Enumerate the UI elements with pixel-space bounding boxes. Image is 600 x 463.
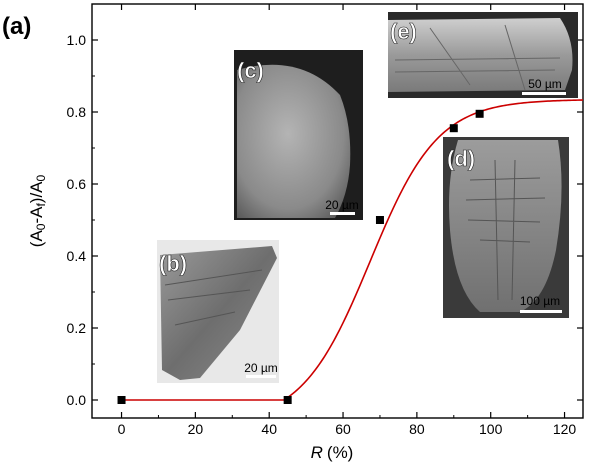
y-tick-label: 0.0 [67, 392, 87, 408]
figure-label: (a) [2, 13, 31, 40]
y-tick-label: 0.2 [67, 320, 87, 336]
data-point [475, 109, 484, 118]
y-label-part-3: )/A [27, 181, 46, 203]
axis-ticks [92, 4, 583, 418]
inset-b-scale-bar [246, 375, 276, 378]
plot-frame [91, 3, 584, 419]
inset-d-label: (d) [447, 146, 475, 171]
inset-b-specimen [160, 246, 277, 380]
data-point [449, 124, 458, 133]
inset-e-specimen [388, 18, 573, 92]
y-tick-label: 1.0 [67, 32, 87, 48]
inset-c-scale-label: 20 µm [325, 198, 359, 212]
inset-b-scale-label: 20 µm [244, 361, 278, 375]
x-axis-label-var: R [311, 443, 323, 462]
x-axis-label: R (%) [311, 443, 354, 462]
inset-b-texture [164, 269, 263, 326]
inset-c-specimen [237, 64, 351, 218]
x-tick-label: 0 [118, 421, 126, 437]
y-axis-label: (A0-Af)/A0 [27, 174, 48, 247]
x-axis-label-unit: (%) [327, 443, 353, 462]
x-tick-label: 40 [261, 421, 277, 437]
inset-d-scale-bar [520, 310, 562, 313]
data-point [375, 216, 384, 224]
inset-c-scale-bar [330, 212, 355, 215]
inset-e-scale-label: 50 µm [528, 77, 562, 91]
axis-tick-labels: 0 20 40 60 80 100 120 0.0 0.2 0.4 0.6 0.8 1.0 [67, 32, 577, 437]
inset-d-texture [465, 159, 546, 301]
y-label-sub-2: f [34, 203, 48, 207]
inset-b: (b) 20 µm [157, 240, 279, 383]
inset-d: (d) 100 µm [443, 137, 569, 318]
y-label-part-2: -A [27, 206, 46, 224]
y-tick-label: 0.8 [67, 104, 87, 120]
x-tick-label: 120 [553, 421, 577, 437]
data-points [117, 109, 484, 404]
y-label-sub-3: 0 [34, 174, 48, 181]
inset-e-texture [394, 24, 561, 91]
inset-d-specimen [449, 140, 562, 312]
inset-e-scale-bar [522, 92, 566, 95]
inset-c: (c) 20 µm [234, 50, 363, 220]
x-tick-label: 20 [188, 421, 204, 437]
y-label-sub-1: 0 [34, 223, 48, 230]
x-tick-label: 80 [409, 421, 425, 437]
inset-b-label: (b) [159, 251, 187, 276]
y-tick-label: 0.4 [67, 248, 87, 264]
inset-d-scale-label: 100 µm [520, 294, 560, 308]
inset-e: (e) 50 µm [388, 12, 578, 98]
inset-e-label: (e) [390, 19, 417, 44]
data-point [117, 396, 126, 404]
x-tick-label: 60 [335, 421, 351, 437]
y-tick-label: 0.6 [67, 176, 87, 192]
inset-c-label: (c) [237, 58, 264, 83]
x-tick-label: 100 [479, 421, 503, 437]
y-label-part-1: (A [27, 230, 46, 248]
fit-curve [121, 99, 584, 401]
data-point [283, 396, 292, 404]
